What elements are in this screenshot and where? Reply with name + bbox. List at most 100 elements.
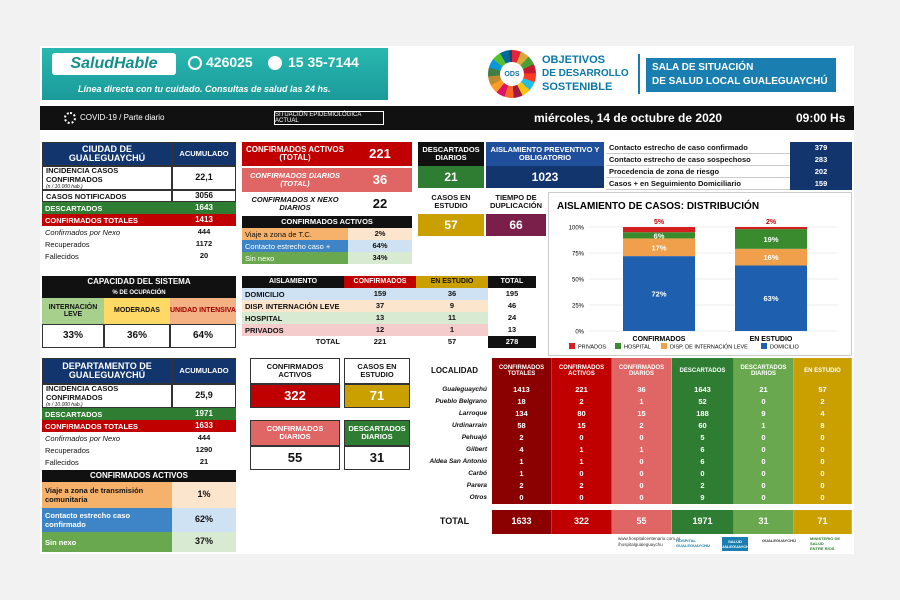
localidad-header-1: CONFIRMADOS TOTALES: [492, 358, 552, 384]
y-tick-label: 50%: [572, 278, 585, 284]
aisl-row-1-e: 9: [416, 300, 488, 312]
ods-title-2: DE DESARROLLO: [542, 68, 629, 79]
localidad-cell: 1413: [492, 384, 552, 396]
aisl-row-2-e: 11: [416, 312, 488, 324]
localidad-cell: 0: [734, 492, 794, 504]
data-label: 5%: [654, 219, 665, 226]
localidad-cell: 2: [552, 480, 612, 492]
localidad-cell: 0: [734, 456, 794, 468]
city-notif-value: 3056: [172, 190, 236, 202]
localidad-cell: 2: [794, 396, 852, 408]
y-tick-label: 0%: [575, 330, 584, 336]
aisl-total-e: 57: [447, 337, 457, 347]
localidad-cell: 0: [552, 492, 612, 504]
sala-line-1: SALA DE SITUACIÓN: [652, 62, 754, 73]
city-incid-value: 22,1: [172, 166, 236, 190]
city-conf-label: CONFIRMADOS TOTALES: [42, 214, 172, 226]
contact-3-value: 159: [790, 178, 852, 190]
report-time: 09:00 Hs: [796, 111, 846, 125]
y-tick-label: 100%: [569, 226, 585, 232]
aisl-row-3-label: PRIVADOS: [242, 324, 344, 336]
aisl-chart-panel: AISLAMIENTO DE CASOS: DISTRIBUCIÓN 100% 75…: [548, 192, 852, 356]
localidad-cell: 1: [492, 456, 552, 468]
x-category-label: EN ESTUDIO: [750, 336, 793, 343]
aisl-row-1-label: DISP. INTERNACIÓN LEVE: [242, 300, 344, 312]
dept-row-1-label: Recuperados: [45, 445, 90, 455]
capacity-val-1: 36%: [104, 324, 170, 348]
localidad-cell: 134: [492, 408, 552, 420]
x-category-label: CONFIRMADOS: [633, 336, 686, 343]
legend-label: DISP. DE INTERNACIÓN LEVE: [670, 344, 748, 351]
dept-row-0-value: 444: [197, 433, 211, 443]
phone-icon: [188, 56, 202, 70]
phone-1: 426025: [206, 54, 253, 70]
contact-1-value: 283: [790, 154, 852, 166]
top-bar: [40, 106, 854, 130]
aisl-total-t: 278: [488, 336, 536, 348]
dept-dd-label: DESCARTADOS DIARIOS: [344, 420, 410, 446]
dept-cd-value: 55: [250, 446, 340, 470]
footer-logo-3: GUALEGUAYCHÚ: [762, 538, 796, 543]
dept-cd-label: CONFIRMADOS DIARIOS: [250, 420, 340, 446]
aisl-label: AISLAMIENTO PREVENTIVO Y OBLIGATORIO: [486, 142, 604, 166]
aisl-row-1-c: 37: [344, 300, 416, 312]
y-tick-label: 25%: [572, 304, 585, 310]
localidad-cell: 2: [492, 480, 552, 492]
city-incid-label: INCIDENCIA CASOS CONFIRMADOS (n / 10.000 …: [42, 166, 172, 190]
localidad-cell: 0: [794, 432, 852, 444]
dept-est-label: CASOS EN ESTUDIO: [344, 358, 410, 384]
dept-act-label: CONFIRMADOS ACTIVOS: [250, 358, 340, 384]
capacity-col-0: INTERNACIÓN LEVE: [42, 298, 104, 324]
data-label: 16%: [763, 253, 778, 262]
localidad-cell: 2: [612, 420, 672, 432]
footer-web-line: www.hospitalcentenario.com.ar: [618, 536, 681, 541]
localidad-total-cell: 71: [794, 510, 852, 534]
localidad-cell: 0: [794, 468, 852, 480]
dept-act-0-label: Viaje a zona de transmisión comunitaria: [42, 482, 172, 508]
localidad-cell: 0: [612, 492, 672, 504]
footer-fb-line: /hospitalgualeguaychu: [618, 542, 663, 548]
activos-value: 221: [348, 142, 412, 166]
city-conf-value: 1413: [172, 214, 236, 226]
bar-segment: [623, 232, 695, 239]
dept-incid-label: INCIDENCIA CASOS CONFIRMADOS (n / 10.000 …: [42, 384, 172, 408]
data-label: 63%: [763, 294, 778, 303]
localidad-total-cell: 322: [552, 510, 612, 534]
activos-label: CONFIRMADOS ACTIVOS (TOTAL): [242, 142, 348, 166]
dept-act-2-value: 37%: [172, 532, 236, 552]
aisl-row-2-c: 13: [344, 312, 416, 324]
legend-label: PRIVADOS: [578, 345, 606, 351]
activos-diarios-label: CONFIRMADOS DIARIOS (TOTAL): [242, 168, 348, 192]
dept-conf-label: CONFIRMADOS TOTALES: [42, 420, 172, 432]
ods-title-1: OBJETIVOS: [542, 54, 605, 66]
localidad-cell: 9: [734, 408, 794, 420]
activos-row-2-label: Sin nexo: [242, 252, 348, 264]
dept-incid-value: 25,9: [172, 384, 236, 408]
aisl-row-1-t: 46: [507, 301, 517, 311]
activos-row-1-value: 64%: [348, 240, 412, 252]
capacity-val-2: 64%: [170, 324, 236, 348]
localidad-cell: 58: [492, 420, 552, 432]
estudio-value: 57: [418, 214, 484, 236]
desc-diarios-value: 21: [418, 166, 484, 188]
localidad-cell: 15: [552, 420, 612, 432]
localidad-header-3: CONFIRMADOS DIARIOS: [612, 358, 672, 384]
localidad-cell: 60: [672, 420, 734, 432]
ods-center: ODS: [500, 62, 524, 86]
localidad-cell: 1: [552, 444, 612, 456]
whatsapp-icon: [268, 56, 282, 70]
city-row-0-label: Confirmados por Nexo: [45, 227, 121, 237]
desc-diarios-label: DESCARTADOS DIARIOS: [418, 142, 484, 166]
localidad-cell: 0: [734, 480, 794, 492]
aisl-head-3: TOTAL: [488, 276, 536, 288]
localidad-cell: 4: [794, 408, 852, 420]
localidad-name: Gilbert: [418, 444, 492, 456]
localidad-header-4: DESCARTADOS: [672, 358, 734, 384]
capacity-val-0: 33%: [42, 324, 104, 348]
aisl-row-3-c: 12: [344, 324, 416, 336]
aisl-row-3-e: 1: [416, 324, 488, 336]
city-row-2-label: Fallecidos: [45, 251, 79, 261]
city-desc-value: 1643: [172, 202, 236, 214]
localidad-cell: 0: [552, 432, 612, 444]
aisl-total-label: TOTAL: [315, 337, 340, 347]
